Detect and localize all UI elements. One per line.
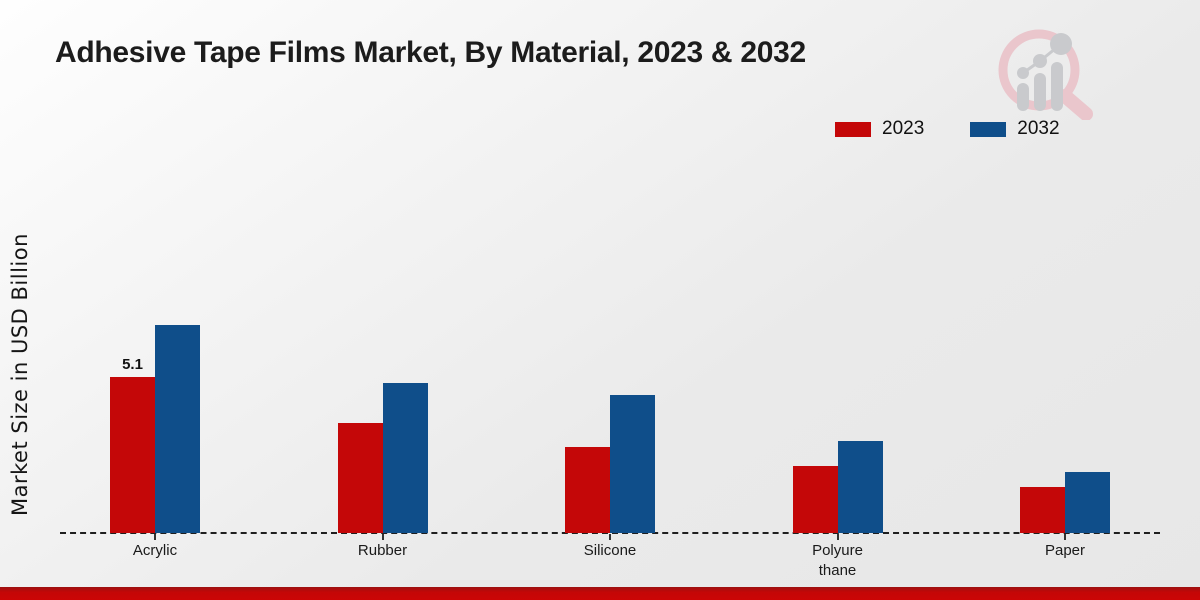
bar-2032-silicone: [610, 395, 655, 533]
x-axis-tick: [1064, 534, 1066, 540]
category-label-acrylic: Acrylic: [132, 542, 178, 559]
legend-item-2032: 2032: [970, 118, 1060, 140]
x-axis-tick: [836, 534, 839, 540]
legend-item-2023: 2023: [835, 118, 924, 140]
x-axis-tick: [381, 534, 384, 540]
market-research-logo-icon: [998, 29, 1093, 120]
bar-2032-polyurethane: [837, 441, 883, 533]
bar-2032-rubber: [382, 383, 428, 533]
chart-title: Adhesive Tape Films Market, By Material,…: [55, 36, 806, 69]
x-axis-tick: [609, 534, 611, 540]
category-label-paper: Paper: [1044, 542, 1086, 559]
category-label-polyurethane: Polyure thane: [812, 542, 863, 580]
footer-accent-bar: [0, 587, 1200, 600]
bar-2023-silicone: [565, 447, 610, 533]
category-label-silicone: Silicone: [583, 542, 637, 559]
category-label-rubber: Rubber: [357, 542, 408, 559]
bar-2032-acrylic: [155, 325, 200, 533]
legend-label: 2032: [1017, 118, 1060, 139]
bar-2023-polyurethane: [792, 466, 838, 533]
bar-2032-paper: [1065, 472, 1110, 533]
legend-label: 2023: [882, 118, 925, 139]
legend-swatch-2032: [970, 121, 1007, 137]
bar-2023-acrylic: [110, 377, 155, 533]
x-axis-tick: [154, 534, 156, 540]
x-axis-baseline: [60, 532, 1160, 534]
bar-2023-rubber: [337, 423, 383, 533]
legend-swatch-2023: [835, 121, 871, 137]
legend: 2023 2032: [835, 118, 1060, 140]
bar-2023-paper: [1020, 487, 1065, 533]
value-label: 5.1: [122, 356, 143, 373]
